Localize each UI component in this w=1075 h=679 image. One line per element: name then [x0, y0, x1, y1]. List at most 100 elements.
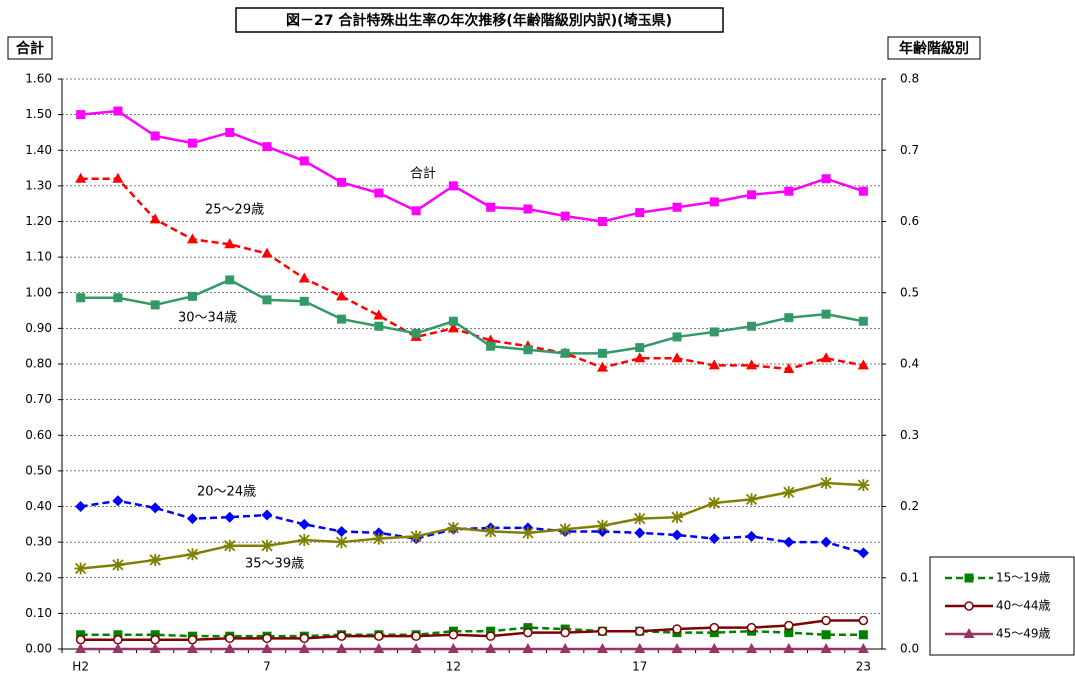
- marker: [635, 343, 645, 353]
- marker: [298, 533, 311, 546]
- y-tick-label: 1.10: [25, 250, 52, 264]
- marker: [187, 291, 197, 301]
- series-label: 25～29歳: [205, 203, 264, 218]
- marker: [746, 643, 758, 653]
- marker: [261, 539, 273, 552]
- marker: [372, 532, 385, 545]
- marker: [747, 190, 757, 200]
- marker: [672, 624, 682, 634]
- y-tick-label: 1.20: [25, 214, 52, 228]
- marker: [374, 188, 384, 198]
- y2-tick-label: 0.8: [900, 72, 919, 86]
- marker: [186, 548, 199, 561]
- marker: [76, 110, 86, 120]
- marker: [150, 300, 160, 310]
- marker: [75, 172, 87, 183]
- marker: [75, 643, 87, 653]
- marker: [150, 634, 160, 645]
- marker: [187, 138, 197, 148]
- marker: [963, 628, 975, 638]
- y2-tick-label: 0.2: [900, 499, 919, 513]
- marker: [149, 213, 161, 224]
- x-tick-label: 7: [263, 660, 271, 674]
- marker: [111, 558, 124, 571]
- marker: [486, 202, 496, 212]
- marker: [186, 233, 198, 244]
- marker: [485, 643, 497, 653]
- marker: [746, 359, 758, 370]
- marker: [113, 106, 123, 116]
- y-tick-label: 0.20: [25, 570, 52, 584]
- marker: [410, 530, 423, 543]
- marker: [784, 313, 794, 323]
- marker: [336, 643, 348, 653]
- marker: [448, 181, 458, 191]
- marker: [336, 290, 348, 301]
- y-tick-label: 0.80: [25, 357, 52, 371]
- marker: [485, 631, 496, 641]
- y-tick-label: 1.00: [25, 285, 52, 299]
- y-tick-label: 0.90: [25, 321, 52, 335]
- marker: [224, 511, 236, 523]
- y-tick-label: 0.60: [25, 428, 52, 442]
- y2-tick-label: 0.0: [900, 642, 919, 656]
- marker: [113, 293, 123, 303]
- marker: [262, 295, 272, 305]
- marker: [560, 348, 570, 358]
- marker: [447, 643, 459, 653]
- marker: [74, 562, 87, 575]
- marker: [597, 626, 608, 636]
- marker: [708, 359, 720, 370]
- marker: [857, 359, 869, 370]
- marker: [224, 238, 236, 249]
- marker: [821, 174, 831, 184]
- series-label: 35～39歳: [245, 557, 304, 572]
- marker: [486, 341, 496, 351]
- marker: [597, 348, 607, 358]
- y-tick-label: 0.70: [25, 392, 52, 406]
- marker: [671, 529, 683, 541]
- marker: [448, 630, 459, 640]
- marker: [374, 321, 384, 331]
- marker: [411, 206, 421, 216]
- marker: [262, 633, 272, 644]
- title-box: [235, 7, 724, 33]
- marker: [186, 513, 198, 525]
- marker: [223, 539, 236, 552]
- y-tick-label: 1.30: [25, 178, 52, 192]
- y-tick-label: 1.50: [25, 107, 52, 121]
- marker: [635, 208, 645, 218]
- x-tick-label: H2: [72, 660, 89, 674]
- marker: [299, 156, 309, 166]
- marker: [336, 525, 348, 537]
- series-line: [80, 481, 864, 570]
- marker: [783, 643, 795, 653]
- y-tick-label: 0.40: [25, 499, 52, 513]
- marker: [560, 211, 570, 221]
- marker: [112, 172, 124, 183]
- marker: [373, 309, 385, 320]
- marker: [821, 615, 831, 626]
- marker: [76, 293, 86, 303]
- marker: [411, 631, 421, 641]
- marker: [596, 361, 608, 372]
- marker: [410, 643, 422, 653]
- marker: [335, 536, 348, 549]
- marker: [298, 272, 310, 283]
- marker: [747, 321, 757, 331]
- marker: [782, 486, 795, 499]
- marker: [745, 493, 758, 506]
- chart-title: 図－27 合計特殊出生率の年次推移(年齢階級別内訳)(埼玉県): [286, 12, 672, 29]
- y2-axis-title: 年齢階級別: [899, 40, 969, 57]
- marker: [299, 296, 309, 306]
- marker: [671, 511, 683, 524]
- marker: [821, 309, 831, 319]
- marker: [299, 633, 310, 644]
- series-label: 合計: [410, 166, 436, 182]
- y-tick-label: 0.30: [25, 535, 52, 549]
- marker: [224, 633, 235, 644]
- marker: [634, 626, 645, 636]
- y2-label-box: [887, 36, 981, 60]
- marker: [523, 627, 533, 638]
